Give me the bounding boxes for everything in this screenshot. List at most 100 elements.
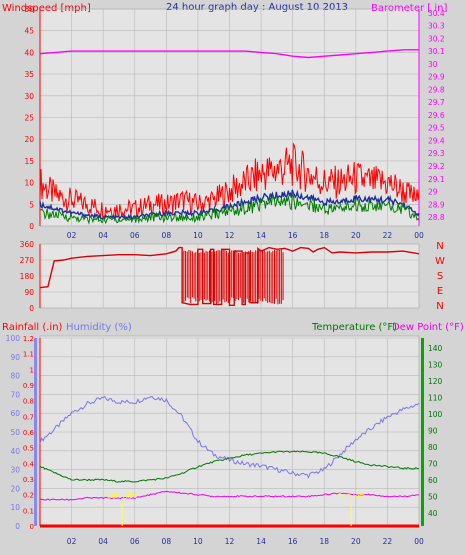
compass-label: N xyxy=(436,301,443,312)
series-temperature xyxy=(39,450,420,483)
barometer-tick-label: 29.6 xyxy=(428,111,445,120)
compass-label: W xyxy=(435,256,445,267)
x-tick-label-bottom: 00 xyxy=(414,537,424,546)
rain-tick-label: 0 xyxy=(30,523,34,531)
direction-tick-label: 180 xyxy=(20,272,35,281)
humidity-tick-label: 70 xyxy=(10,390,20,399)
humidity-tick-label: 100 xyxy=(6,334,21,343)
direction-tick-label: 90 xyxy=(24,288,34,297)
humidity-tick-label: 10 xyxy=(10,503,20,512)
rain-tick-label: 0.9 xyxy=(23,382,34,390)
x-tick-label-bottom: 02 xyxy=(67,537,77,546)
temperature-tick-label: 130 xyxy=(428,360,443,369)
x-tick-label: 12 xyxy=(225,231,235,240)
temperature-tick-label: 90 xyxy=(428,426,438,435)
rain-tick-label: 0.7 xyxy=(23,413,34,421)
temperature-tick-label: 100 xyxy=(428,410,443,419)
barometer-tick-label: 29.4 xyxy=(428,136,445,145)
wind-tick-label: 15 xyxy=(24,157,34,166)
compass-label: S xyxy=(437,271,443,282)
x-tick-label: 00 xyxy=(414,231,424,240)
barometer-tick-label: 30.1 xyxy=(428,47,445,56)
barometer-tick-label: 30.2 xyxy=(428,34,445,43)
wind-tick-label: 40 xyxy=(24,48,34,57)
x-tick-label: 04 xyxy=(98,231,108,240)
series-wind xyxy=(39,193,420,225)
x-tick-label-bottom: 10 xyxy=(193,537,203,546)
barometer-tick-label: 29.2 xyxy=(428,162,445,171)
x-tick-label-bottom: 22 xyxy=(383,537,393,546)
x-tick-label-bottom: 18 xyxy=(319,537,329,546)
temperature-tick-label: 40 xyxy=(428,509,438,518)
humidity-tick-label: 0 xyxy=(15,522,20,531)
barometer-tick-label: 29.8 xyxy=(428,85,445,94)
x-tick-label: 08 xyxy=(162,231,172,240)
barometer-tick-label: 30.4 xyxy=(428,9,445,18)
barometer-tick-label: 29.9 xyxy=(428,73,445,82)
series-dewpoint xyxy=(39,490,420,501)
temperature-tick-label: 140 xyxy=(428,344,443,353)
x-tick-label-bottom: 08 xyxy=(162,537,172,546)
wind-tick-label: 45 xyxy=(24,27,34,36)
x-tick-label-bottom: 06 xyxy=(130,537,140,546)
wind-tick-label: 20 xyxy=(24,135,34,144)
direction-tick-label: 0 xyxy=(29,304,34,313)
barometer-tick-label: 29.7 xyxy=(428,98,445,107)
x-tick-label-bottom: 14 xyxy=(256,537,266,546)
x-tick-label: 22 xyxy=(383,231,393,240)
rain-tick-label: 1.1 xyxy=(23,351,34,359)
compass-label: N xyxy=(436,241,443,252)
barometer-tick-label: 28.9 xyxy=(428,200,445,209)
wind-tick-label: 35 xyxy=(24,70,34,79)
humidity-tick-label: 30 xyxy=(10,466,20,475)
temperature-scale-bar xyxy=(421,338,424,526)
x-tick-label: 10 xyxy=(193,231,203,240)
sun-marker-label: Sun Rise xyxy=(107,492,137,500)
series-direction xyxy=(39,246,420,306)
direction-tick-label: 360 xyxy=(20,240,35,249)
humidity-tick-label: 40 xyxy=(10,447,20,456)
rain-tick-label: 0.3 xyxy=(23,476,34,484)
series-barometer xyxy=(39,49,419,59)
barometer-tick-label: 29.1 xyxy=(428,175,445,184)
temperature-tick-label: 120 xyxy=(428,377,443,386)
temperature-axis-label: Temperature (°F) xyxy=(311,322,397,333)
wind-tick-label: 30 xyxy=(24,92,34,101)
rain-tick-label: 0.1 xyxy=(23,507,34,515)
compass-label: E xyxy=(437,286,443,297)
wind-tick-label: 10 xyxy=(24,179,34,188)
rain-tick-label: 1.2 xyxy=(23,335,34,343)
x-tick-label: 06 xyxy=(130,231,140,240)
rain-tick-label: 0.6 xyxy=(23,429,35,437)
x-tick-label: 20 xyxy=(351,231,361,240)
wind-axis-label: Windspeed [mph] xyxy=(2,3,91,14)
rain-tick-label: 1 xyxy=(30,366,34,374)
humidity-scale-bar xyxy=(34,338,37,526)
rain-tick-label: 0.5 xyxy=(23,445,34,453)
sun-marker-label: Sun Set xyxy=(338,492,365,500)
dewpoint-axis-label: Dew Point (°F) xyxy=(392,322,464,333)
barometer-tick-label: 29.3 xyxy=(428,149,445,158)
x-tick-label: 18 xyxy=(319,231,329,240)
barometer-tick-label: 28.8 xyxy=(428,213,445,222)
humidity-tick-label: 60 xyxy=(10,409,20,418)
series-humidity xyxy=(39,395,420,479)
rain-tick-label: 0.2 xyxy=(23,492,34,500)
temperature-tick-label: 70 xyxy=(428,459,438,468)
x-tick-label: 02 xyxy=(67,231,77,240)
page-title: 24 hour graph day : August 10 2013 xyxy=(166,2,348,13)
wind-tick-label: 50 xyxy=(24,5,34,14)
x-tick-label-bottom: 20 xyxy=(351,537,361,546)
barometer-tick-label: 30.3 xyxy=(428,22,445,31)
wind-tick-label: 25 xyxy=(24,114,34,123)
barometer-axis-label: Barometer [ in] xyxy=(371,3,447,14)
x-tick-label-bottom: 16 xyxy=(288,537,298,546)
barometer-tick-label: 29.5 xyxy=(428,124,445,133)
temperature-tick-label: 110 xyxy=(428,393,443,402)
barometer-tick-label: 29 xyxy=(428,188,438,197)
wind-tick-label: 5 xyxy=(29,200,34,209)
x-tick-label-bottom: 04 xyxy=(98,537,108,546)
temperature-tick-label: 50 xyxy=(428,492,438,501)
